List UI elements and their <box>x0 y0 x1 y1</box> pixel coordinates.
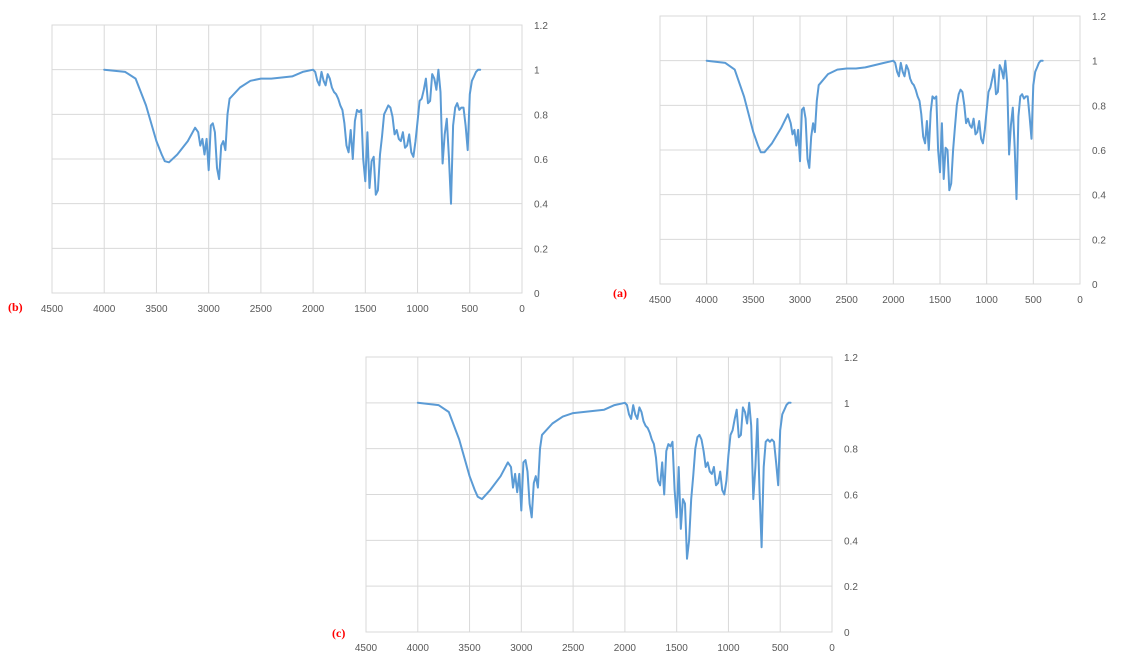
x-tick-label: 3500 <box>145 304 168 315</box>
y-tick-label: 0.8 <box>534 110 548 121</box>
x-tick-label: 1000 <box>406 304 429 315</box>
x-tick-label: 2500 <box>562 643 585 652</box>
y-tick-label: 0.6 <box>1092 146 1106 157</box>
y-tick-label: 0.6 <box>844 491 858 502</box>
x-tick-label: 0 <box>1077 295 1083 306</box>
x-tick-label: 2500 <box>836 295 859 306</box>
x-tick-label: 1000 <box>717 643 740 652</box>
y-tick-label: 0 <box>534 289 540 300</box>
x-tick-label: 3000 <box>198 304 221 315</box>
x-tick-label: 4000 <box>696 295 719 306</box>
panel-label: (c) <box>332 626 345 640</box>
x-tick-label: 0 <box>519 304 525 315</box>
x-tick-label: 3500 <box>458 643 481 652</box>
x-tick-label: 1500 <box>666 643 689 652</box>
x-tick-label: 4000 <box>93 304 116 315</box>
x-tick-label: 2000 <box>614 643 637 652</box>
chart-panel: 0 0.2 0.4 0.6 0.8 1 1.2 4500 4000 3500 3000 2500 200… <box>8 21 548 315</box>
x-tick-label: 4500 <box>41 304 64 315</box>
panel-label: (a) <box>613 286 627 300</box>
x-tick-label: 4500 <box>355 643 378 652</box>
chart-panel: 0 0.2 0.4 0.6 0.8 1 1.2 4500 4000 3500 3000 2500 200… <box>332 353 858 654</box>
y-tick-label: 0 <box>844 628 850 639</box>
y-tick-label: 1.2 <box>534 21 548 32</box>
x-tick-label: 0 <box>829 643 835 652</box>
y-tick-label: 0.2 <box>534 244 548 255</box>
y-tick-label: 0.4 <box>1092 191 1106 202</box>
spectrum-line <box>103 68 482 205</box>
x-tick-label: 2000 <box>302 304 325 315</box>
x-tick-label: 1500 <box>929 295 952 306</box>
y-tick-label: 0.4 <box>844 536 858 547</box>
x-tick-label: 1000 <box>976 295 999 306</box>
spectrum-line <box>705 59 1044 201</box>
y-tick-label: 1 <box>844 399 850 410</box>
x-tick-label: 2000 <box>882 295 905 306</box>
chart-panel: 0 0.2 0.4 0.6 0.8 1 1.2 4500 4000 3500 3000 2500 200… <box>613 12 1106 306</box>
x-tick-label: 500 <box>461 304 478 315</box>
y-tick-label: 0.2 <box>844 582 858 593</box>
y-tick-label: 1 <box>534 66 540 77</box>
y-tick-label: 1.2 <box>1092 12 1106 23</box>
spectrum-line <box>416 401 792 560</box>
x-tick-label: 1500 <box>354 304 377 315</box>
y-tick-label: 0.2 <box>1092 235 1106 246</box>
y-tick-label: 1.2 <box>844 353 858 364</box>
y-tick-label: 0 <box>1092 280 1098 291</box>
y-tick-label: 0.8 <box>1092 101 1106 112</box>
x-tick-label: 500 <box>772 643 789 652</box>
x-tick-label: 3000 <box>789 295 812 306</box>
y-tick-label: 1 <box>1092 57 1098 68</box>
x-tick-label: 3500 <box>742 295 765 306</box>
x-tick-label: 4500 <box>649 295 672 306</box>
y-tick-label: 0.8 <box>844 445 858 456</box>
x-tick-label: 3000 <box>510 643 533 652</box>
x-tick-label: 500 <box>1025 295 1042 306</box>
x-tick-label: 4000 <box>407 643 430 652</box>
y-tick-label: 0.6 <box>534 155 548 166</box>
y-tick-label: 0.4 <box>534 200 548 211</box>
x-tick-label: 2500 <box>250 304 273 315</box>
panel-label: (b) <box>8 300 23 314</box>
